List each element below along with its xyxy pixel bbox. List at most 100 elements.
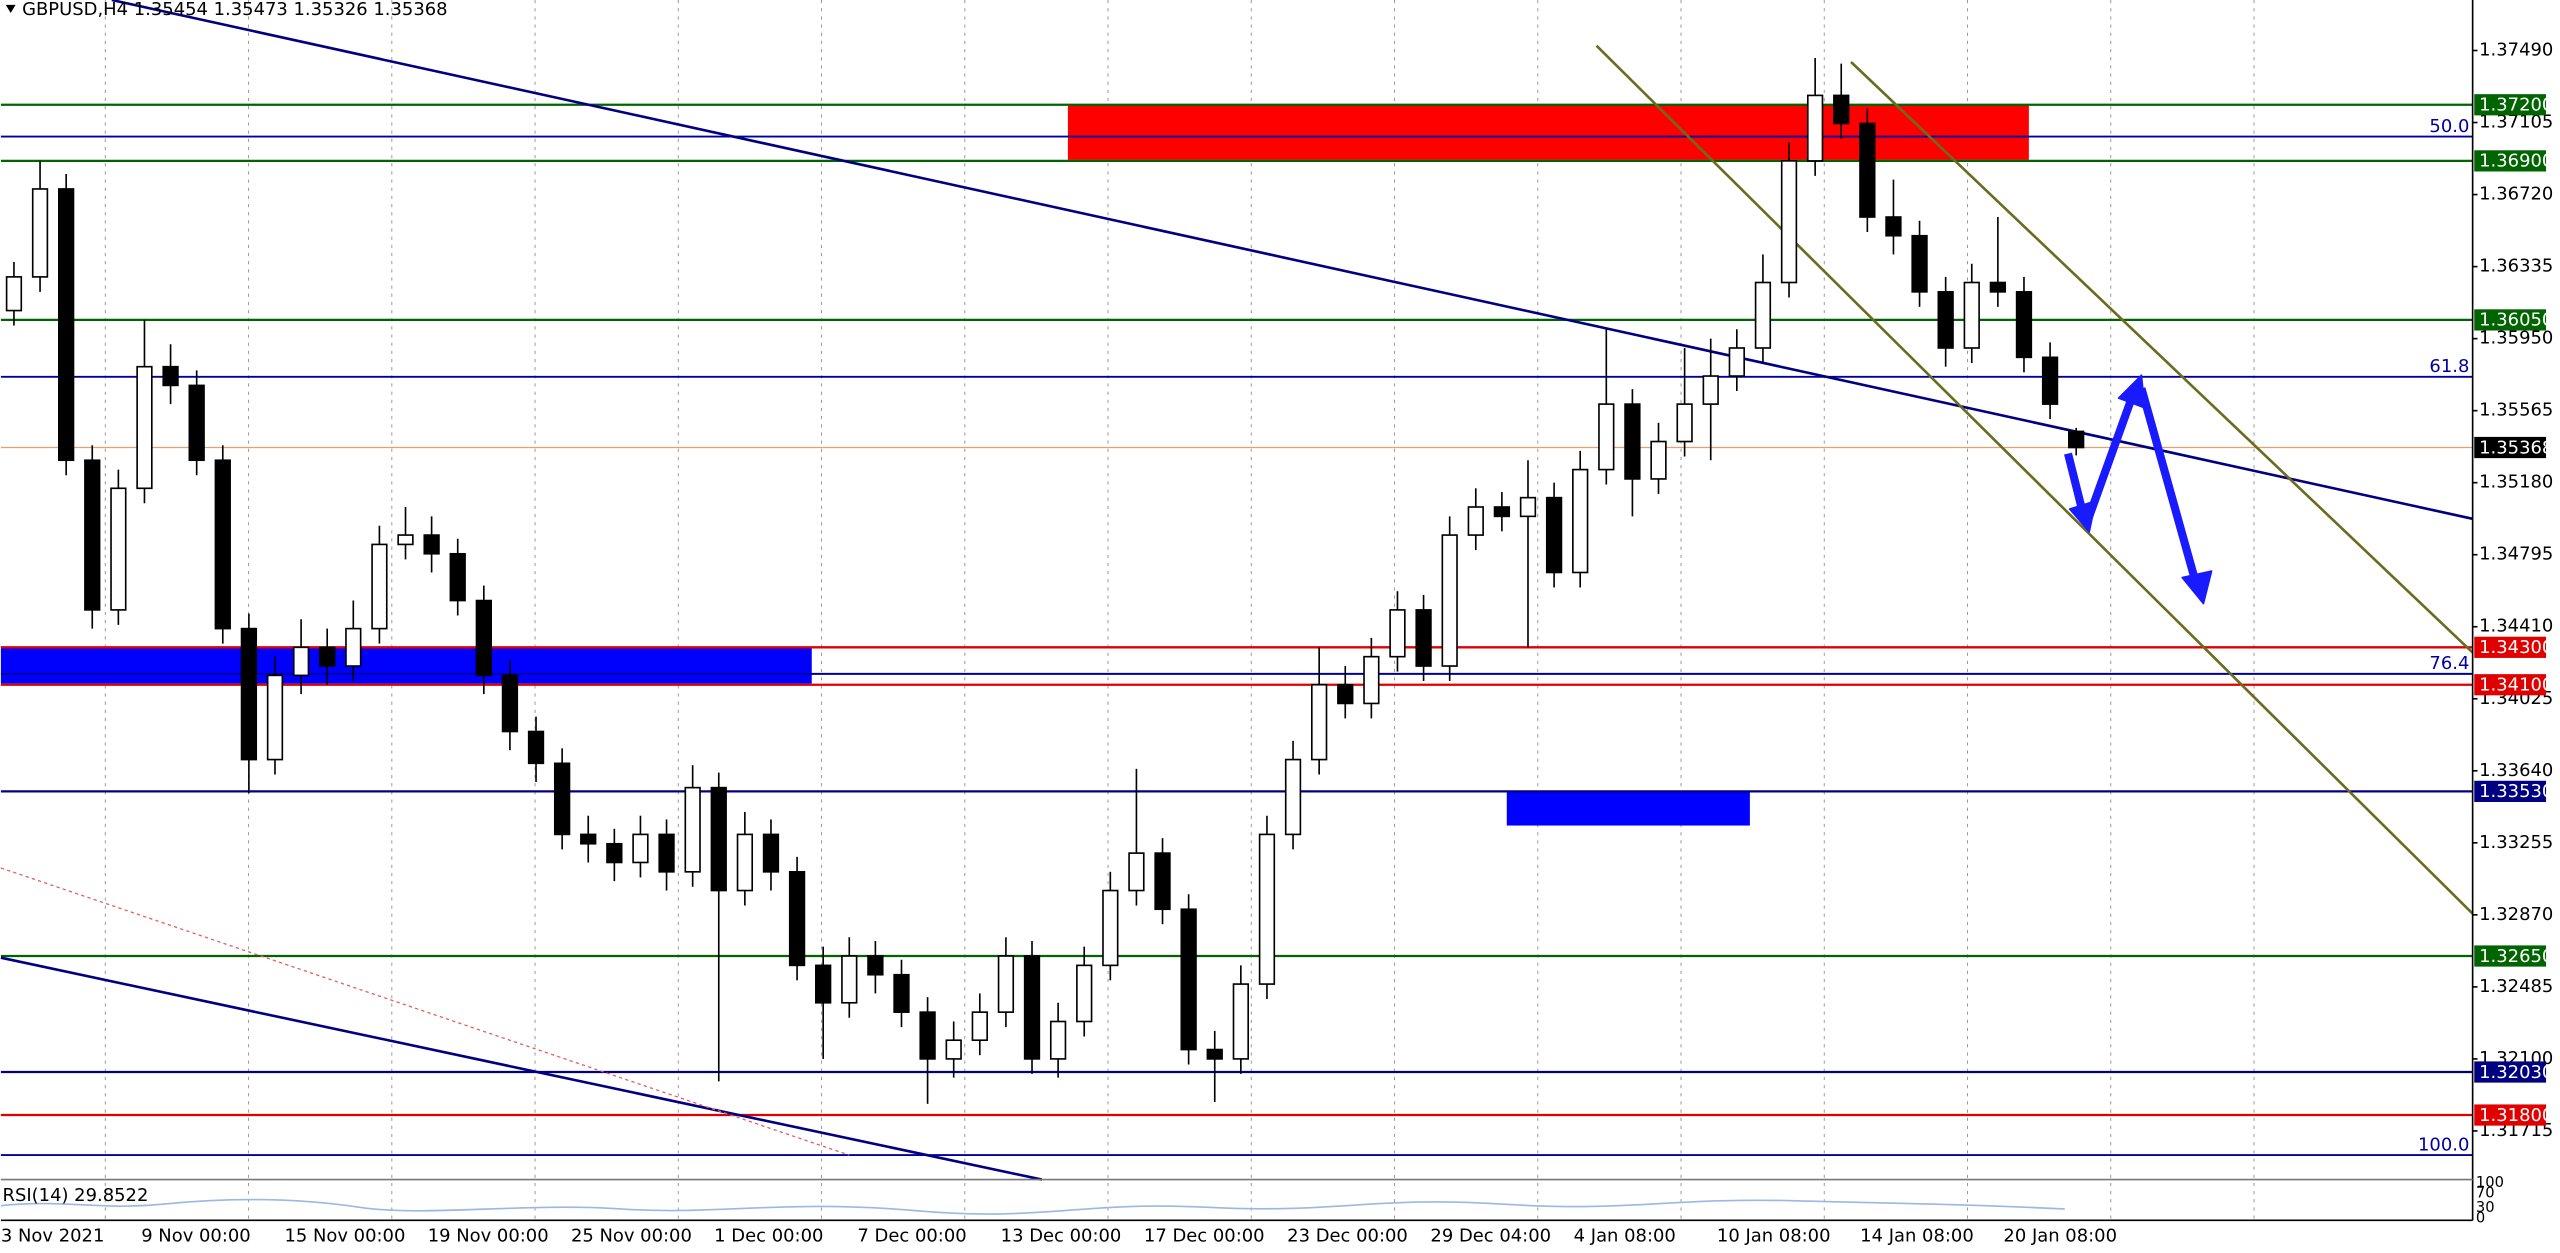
candle-body	[84, 459, 101, 611]
candle-body	[188, 384, 205, 462]
x-tick-label: 4 Jan 08:00	[1574, 1226, 1676, 1247]
x-tick-label: 1 Dec 00:00	[714, 1226, 823, 1247]
candle-body	[31, 188, 49, 278]
channel-line	[1850, 61, 2474, 654]
candles	[5, 57, 2085, 1104]
chart-title: GBPUSD,H4 1.35454 1.35473 1.35326 1.3536…	[22, 0, 447, 20]
candle-body	[449, 552, 466, 602]
arrowhead	[2181, 570, 2213, 605]
x-tick-label: 9 Nov 00:00	[141, 1226, 251, 1247]
y-tick-label: 1.37490	[2479, 40, 2553, 61]
candle-body	[1415, 609, 1432, 667]
level-label: 1.36900	[2479, 151, 2553, 172]
price-axis-bg	[2472, 0, 2560, 1253]
level-box	[2474, 636, 2547, 658]
candle-body	[240, 627, 258, 761]
candle-body	[1493, 506, 1511, 518]
candle-body	[580, 833, 597, 845]
candle-body	[319, 646, 336, 667]
candle-body	[1049, 1020, 1067, 1060]
current-price-box	[2474, 436, 2547, 459]
candle-body	[292, 646, 310, 677]
fib-label: 100.0	[2418, 1134, 2469, 1155]
candle-body	[1206, 1048, 1223, 1060]
candle-body	[997, 955, 1015, 1013]
x-tick-label: 3 Nov 2021	[1, 1226, 104, 1247]
candle-body	[527, 730, 545, 765]
candle-body	[1859, 122, 1876, 218]
candle-body	[1963, 281, 1980, 349]
fib-label: 61.8	[2429, 356, 2469, 377]
level-box	[2474, 150, 2547, 172]
resistance-zone	[1067, 104, 2029, 160]
candle-body	[841, 955, 858, 1004]
candle-body	[1911, 234, 1928, 293]
candle-body	[2068, 430, 2085, 449]
axis-labels: 3 Nov 2021 9 Nov 00:00 15 Nov 00:00 19 Nov …	[1, 40, 2553, 1247]
candle-body	[345, 627, 362, 667]
candle-body	[788, 871, 806, 967]
candle-body	[501, 674, 519, 733]
y-tick-label: 1.35565	[2479, 400, 2553, 421]
x-tick-label: 19 Nov 00:00	[428, 1226, 549, 1247]
level-label: 1.36050	[2479, 310, 2553, 331]
candle-body	[475, 599, 492, 677]
rsi-tick-label: 100	[2476, 1174, 2504, 1191]
trendline	[0, 867, 850, 1156]
level-label: 1.33530	[2479, 781, 2553, 802]
level-box	[2474, 309, 2547, 331]
current-price-label: 1.35368	[2479, 437, 2553, 458]
candle-body	[1728, 347, 1745, 377]
support-zone	[0, 647, 812, 684]
rsi-label: RSI(14) 29.8522	[3, 1185, 149, 1206]
candle-body	[1885, 216, 1902, 237]
y-tick-label: 1.33255	[2479, 832, 2553, 853]
candle-body	[632, 833, 649, 864]
candle-body	[1937, 291, 1954, 349]
candle-body	[762, 833, 780, 873]
candle-body	[1989, 281, 2007, 293]
x-tick-label: 15 Nov 00:00	[284, 1226, 405, 1247]
candle-body	[136, 365, 153, 490]
x-tick-label: 20 Jan 08:00	[2003, 1226, 2117, 1247]
demand-zone	[1506, 791, 1750, 826]
candle-body	[736, 833, 754, 892]
candle-body	[1076, 964, 1093, 1023]
candle-body	[57, 188, 75, 462]
candle-body	[1754, 281, 1772, 349]
candle-body	[1441, 534, 1458, 667]
x-tick-label: 23 Dec 00:00	[1287, 1226, 1408, 1247]
x-tick-label: 7 Dec 00:00	[857, 1226, 966, 1247]
candle-body	[1598, 403, 1615, 471]
level-box	[2474, 1104, 2547, 1126]
rsi-tick-label: 0	[2476, 1210, 2485, 1227]
candle-body	[1519, 496, 1537, 518]
candle-body	[606, 842, 623, 864]
y-tick-label: 1.36720	[2479, 184, 2553, 205]
candle-body	[266, 674, 284, 761]
y-tick-label: 1.34410	[2479, 616, 2553, 637]
trendline	[0, 956, 1043, 1181]
candle-body	[162, 365, 179, 387]
candle-body	[397, 534, 414, 546]
candle-body	[867, 955, 884, 976]
level-label: 1.37200	[2479, 95, 2553, 116]
candle-body	[5, 276, 23, 312]
level-label: 1.34100	[2479, 675, 2553, 696]
level-box	[2474, 780, 2547, 802]
candle-body	[1833, 94, 1850, 125]
x-tick-label: 13 Dec 00:00	[1001, 1226, 1122, 1247]
rsi-tick-label: 70	[2476, 1185, 2495, 1202]
candle-body	[1545, 496, 1563, 574]
candle-body	[1467, 506, 1484, 536]
candle-body	[1780, 160, 1798, 284]
candle-body	[214, 459, 231, 630]
fib-label: 50.0	[2429, 116, 2469, 137]
arrow	[2064, 452, 2087, 514]
y-tick-label: 1.35180	[2479, 472, 2553, 493]
x-tick-label: 17 Dec 00:00	[1144, 1226, 1265, 1247]
candle-body	[1806, 94, 1824, 162]
